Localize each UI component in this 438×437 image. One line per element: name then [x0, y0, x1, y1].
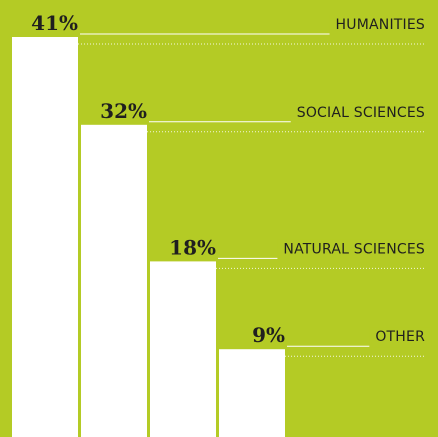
value-label-social-sciences: 32% [100, 99, 147, 123]
bar-other [219, 349, 285, 437]
category-label-natural-sciences: NATURAL SCIENCES [283, 241, 425, 257]
category-label-backdrop [369, 327, 432, 348]
bar-natural-sciences [150, 261, 216, 437]
category-label-backdrop [329, 15, 431, 35]
bars [12, 37, 285, 437]
category-label-social-sciences: SOCIAL SCIENCES [297, 105, 425, 121]
value-label-other: 9% [252, 323, 285, 347]
bar-social-sciences [81, 124, 147, 437]
category-label-backdrop [277, 239, 431, 260]
category-label-other: OTHER [375, 329, 425, 345]
bar-humanities [12, 37, 78, 437]
labels: 41% HUMANITIES 32% SOCIAL SCIENCES 18% NATURA… [31, 11, 432, 348]
category-label-backdrop [290, 102, 431, 123]
value-label-natural-sciences: 18% [169, 235, 216, 259]
value-label-humanities: 41% [31, 11, 78, 35]
category-label-humanities: HUMANITIES [336, 17, 425, 33]
